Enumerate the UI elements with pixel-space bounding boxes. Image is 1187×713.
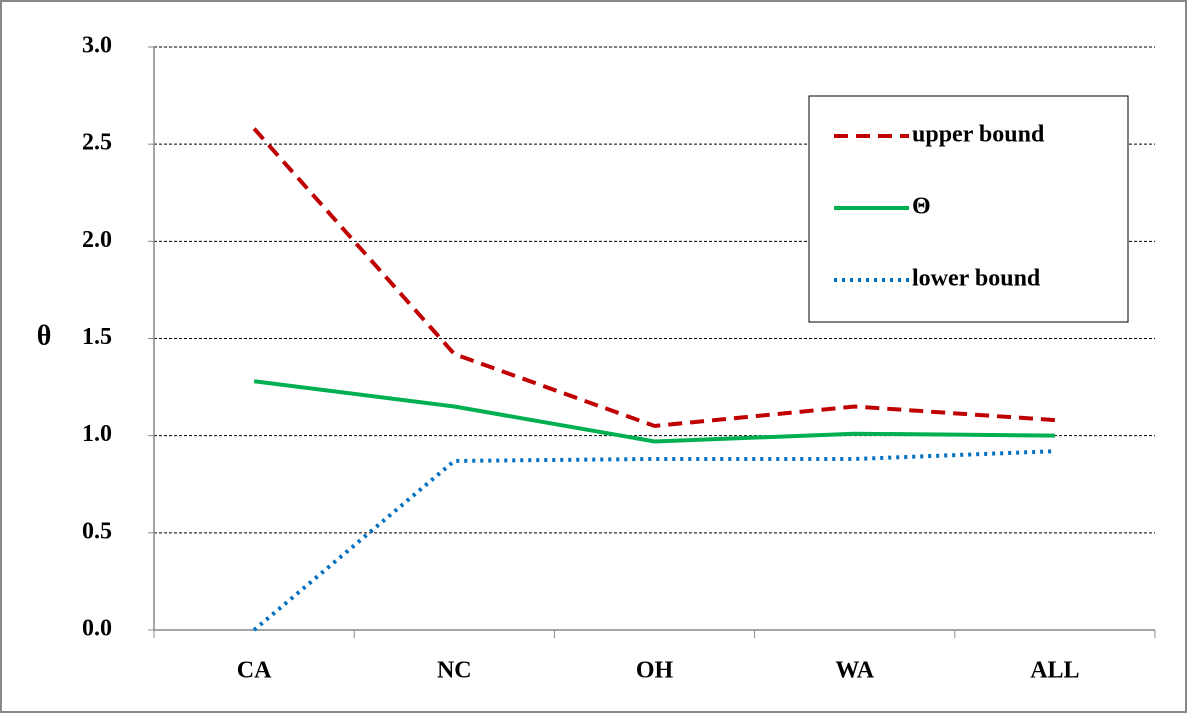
y-tick-label: 2.5 (82, 130, 112, 156)
y-tick-label: 3.0 (82, 33, 112, 59)
legend-label: lower bound (912, 266, 1041, 292)
y-tick-label: 0.0 (82, 616, 112, 642)
x-tick-label: ALL (1030, 658, 1079, 684)
series-line (252, 449, 1055, 632)
y-tick-label: 0.5 (82, 518, 112, 544)
y-axis-label: θ (37, 320, 52, 351)
x-tick-label: OH (636, 658, 674, 684)
x-tick-label: NC (437, 658, 472, 684)
legend-label: upper bound (912, 122, 1045, 148)
series-line (253, 379, 1055, 444)
legend-label: Θ (912, 194, 931, 220)
y-tick-label: 1.0 (82, 421, 112, 447)
y-tick-label: 2.0 (82, 227, 112, 253)
x-tick-label: WA (835, 658, 874, 684)
series-line (252, 127, 1056, 428)
y-tick-label: 1.5 (82, 324, 112, 350)
x-tick-label: CA (237, 658, 272, 684)
